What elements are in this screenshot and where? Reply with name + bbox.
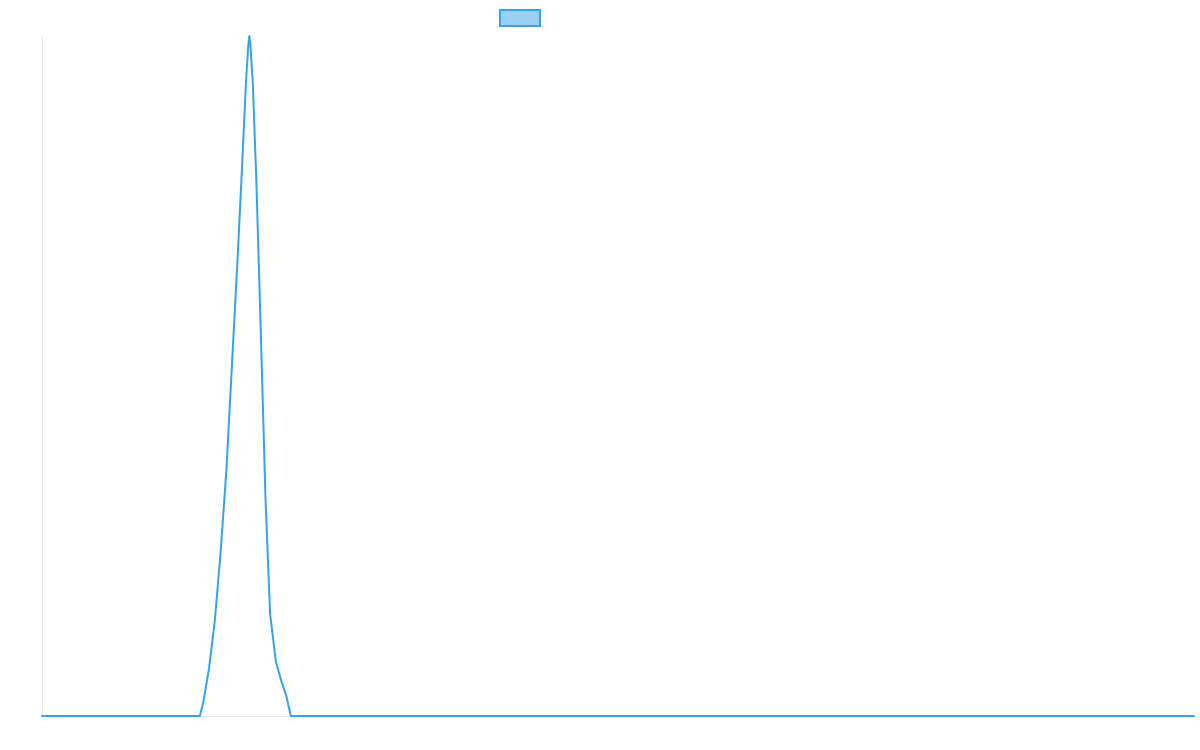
legend-swatch-1 [499,9,541,27]
series-line-1 [41,35,1195,717]
